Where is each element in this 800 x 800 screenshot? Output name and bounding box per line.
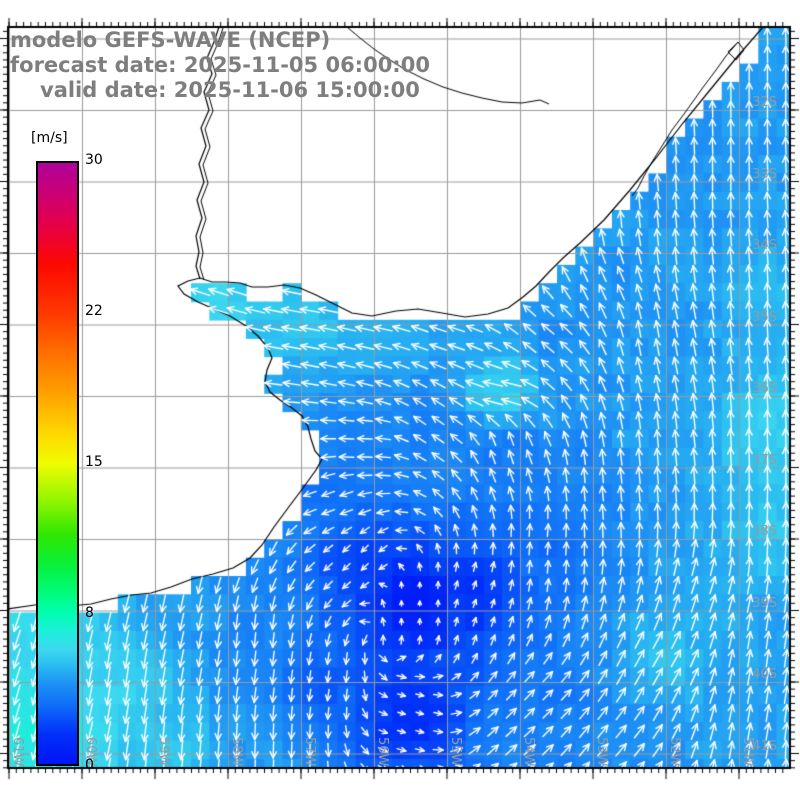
latitude-tick-label: 37S bbox=[752, 452, 777, 468]
colorbar-unit-label: [m/s] bbox=[31, 130, 68, 146]
longitude-tick-label: 61W bbox=[10, 736, 25, 766]
colorbar-tick-label: 30 bbox=[85, 152, 103, 168]
latitude-tick-label: 32S bbox=[752, 95, 777, 110]
latitude-tick-label: 35S bbox=[752, 309, 777, 325]
longitude-tick-label: 58W bbox=[229, 736, 244, 766]
latitude-tick-label: 33S bbox=[752, 166, 777, 182]
longitude-tick-label: 57W bbox=[302, 736, 317, 766]
latitude-tick-label: 34S bbox=[752, 238, 777, 253]
longitude-tick-label: 56W bbox=[375, 736, 390, 766]
longitude-tick-label: 53W bbox=[594, 736, 609, 766]
longitude-tick-label: 52W bbox=[667, 736, 682, 766]
colorbar-tick-label: 8 bbox=[85, 605, 94, 621]
wind-speed-colorbar bbox=[36, 161, 79, 766]
colorbar-tick-label: 22 bbox=[85, 303, 103, 319]
longitude-tick-label: 60W bbox=[83, 736, 98, 766]
latitude-tick-label: 41S bbox=[752, 738, 777, 754]
longitude-tick-label: 51W bbox=[740, 736, 755, 766]
colorbar-tick-label: 15 bbox=[85, 454, 103, 470]
longitude-tick-label: 55W bbox=[448, 736, 463, 766]
latitude-tick-label: 40S bbox=[752, 667, 777, 682]
longitude-tick-label: 54W bbox=[521, 736, 536, 766]
longitude-tick-label: 59W bbox=[156, 736, 171, 766]
latitude-tick-label: 38S bbox=[752, 524, 777, 539]
latitude-tick-label: 36S bbox=[752, 381, 777, 396]
colorbar-tick-label: 0 bbox=[85, 757, 94, 773]
latitude-tick-label: 39S bbox=[752, 595, 777, 611]
